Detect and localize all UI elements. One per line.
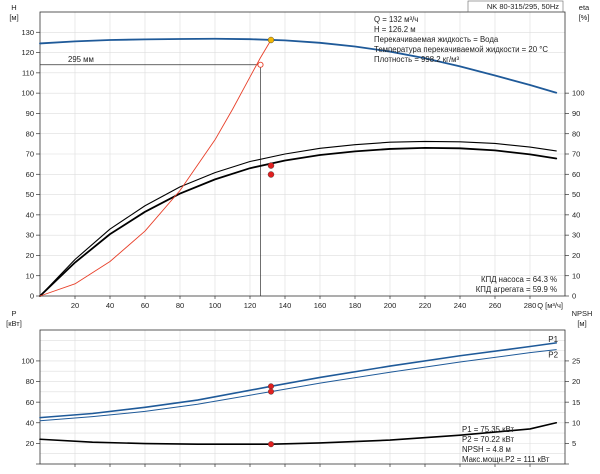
y2-tick-label: 20 bbox=[572, 377, 580, 386]
y2-tick-label: 10 bbox=[572, 271, 580, 280]
y-tick-label: 10 bbox=[26, 271, 34, 280]
x-tick-label: 280 bbox=[524, 301, 537, 310]
y2-tick-label: 20 bbox=[572, 251, 580, 260]
x-axis-label: Q [м³/ч] bbox=[537, 301, 563, 310]
y-axis-unit: [кВт] bbox=[6, 319, 22, 328]
head-curve bbox=[39, 37, 558, 94]
y-tick-label: 0 bbox=[30, 292, 34, 301]
y-tick-label: 70 bbox=[26, 150, 34, 159]
y2-axis-unit: [м] bbox=[577, 319, 586, 328]
x-tick-label: 100 bbox=[209, 301, 222, 310]
y-tick-label: 40 bbox=[26, 210, 34, 219]
info-line: NPSH = 4.8 м bbox=[462, 445, 511, 454]
pump-efficiency-curve bbox=[39, 147, 558, 297]
y2-tick-label: 90 bbox=[572, 109, 580, 118]
y2-tick-label: 10 bbox=[572, 418, 580, 427]
x-tick-label: 80 bbox=[176, 301, 184, 310]
y2-tick-label: 30 bbox=[572, 231, 580, 240]
y2-axis-label: eta bbox=[579, 3, 590, 12]
duty-point-marker bbox=[268, 441, 275, 448]
y2-tick-label: 80 bbox=[572, 129, 580, 138]
x-tick-label: 140 bbox=[279, 301, 292, 310]
x-tick-label: 200 bbox=[384, 301, 397, 310]
y-tick-label: 90 bbox=[26, 109, 34, 118]
system-point-marker bbox=[257, 61, 264, 68]
p2-curve bbox=[39, 349, 557, 422]
title-box bbox=[467, 0, 564, 13]
y-tick-label: 30 bbox=[26, 231, 34, 240]
y-tick-label: 20 bbox=[26, 439, 34, 448]
npsh-curve bbox=[39, 421, 558, 446]
y-tick-label: 80 bbox=[26, 129, 34, 138]
system-curve bbox=[39, 39, 272, 297]
info-line: Q = 132 м³/ч bbox=[374, 15, 418, 24]
series-label-p1: P1 bbox=[548, 335, 558, 344]
y-tick-label: 20 bbox=[26, 251, 34, 260]
info-line: P2 = 70.22 кВт bbox=[462, 435, 514, 444]
x-tick-label: 240 bbox=[454, 301, 467, 310]
x-tick-label: 20 bbox=[71, 301, 79, 310]
x-tick-label: 160 bbox=[314, 301, 327, 310]
bottom-panel bbox=[36, 329, 569, 467]
y2-tick-label: 15 bbox=[572, 398, 580, 407]
y2-axis-label: NPSH bbox=[572, 309, 593, 318]
y-axis-unit: [м] bbox=[9, 13, 18, 22]
y2-tick-label: 50 bbox=[572, 190, 580, 199]
unit-efficiency-curve bbox=[39, 140, 557, 297]
y2-axis-unit: [%] bbox=[579, 13, 590, 22]
info-line: P1 = 75.35 кВт bbox=[462, 425, 514, 434]
y-tick-label: 60 bbox=[26, 170, 34, 179]
chart-title: NK 80-315/295, 50Hz bbox=[487, 2, 559, 11]
y-tick-label: 100 bbox=[21, 357, 34, 366]
x-tick-label: 260 bbox=[489, 301, 502, 310]
x-tick-label: 40 bbox=[106, 301, 114, 310]
y-tick-label: 130 bbox=[21, 28, 34, 37]
y2-tick-label: 5 bbox=[572, 439, 576, 448]
x-tick-label: 220 bbox=[419, 301, 432, 310]
plot-frame bbox=[39, 329, 566, 465]
duty-point-marker bbox=[267, 162, 275, 169]
y2-tick-label: 60 bbox=[572, 170, 580, 179]
y-axis-label: P bbox=[11, 309, 16, 318]
duty-point-marker bbox=[267, 36, 275, 44]
info-line: Перекачиваемая жидкость = Вода bbox=[374, 35, 499, 44]
p1-curve bbox=[39, 342, 558, 419]
efficiency-line: КПД насоса = 64.3 % bbox=[481, 275, 557, 284]
duty-point-marker bbox=[268, 388, 275, 395]
x-tick-label: 180 bbox=[349, 301, 362, 310]
y2-tick-label: 70 bbox=[572, 150, 580, 159]
efficiency-line: КПД агрегата = 59.9 % bbox=[476, 285, 557, 294]
x-tick-label: 60 bbox=[141, 301, 149, 310]
y-tick-label: 50 bbox=[26, 190, 34, 199]
info-line: Плотность = 998.2 кг/м³ bbox=[374, 55, 459, 64]
y-tick-label: 40 bbox=[26, 418, 34, 427]
y-tick-label: 100 bbox=[21, 89, 34, 98]
duty-point-marker bbox=[268, 383, 275, 390]
impeller-label: 295 мм bbox=[68, 55, 94, 64]
series-label-p2: P2 bbox=[548, 351, 558, 360]
info-line: Макс.мощн.P2 = 111 кВт bbox=[462, 455, 550, 464]
x-tick-label: 120 bbox=[244, 301, 257, 310]
info-line: H = 126.2 м bbox=[374, 25, 416, 34]
y2-tick-label: 25 bbox=[572, 357, 580, 366]
info-line: Температура перекачиваемой жидкости = 20… bbox=[374, 45, 548, 54]
y-tick-label: 80 bbox=[26, 377, 34, 386]
y2-tick-label: 100 bbox=[572, 89, 585, 98]
y2-tick-label: 40 bbox=[572, 210, 580, 219]
y-axis-label: H bbox=[11, 3, 16, 12]
y-tick-label: 120 bbox=[21, 48, 34, 57]
top-panel bbox=[36, 0, 569, 299]
y-tick-label: 60 bbox=[26, 398, 34, 407]
y-tick-label: 110 bbox=[22, 68, 34, 77]
duty-point-marker bbox=[267, 171, 275, 178]
y2-tick-label: 0 bbox=[572, 292, 576, 301]
